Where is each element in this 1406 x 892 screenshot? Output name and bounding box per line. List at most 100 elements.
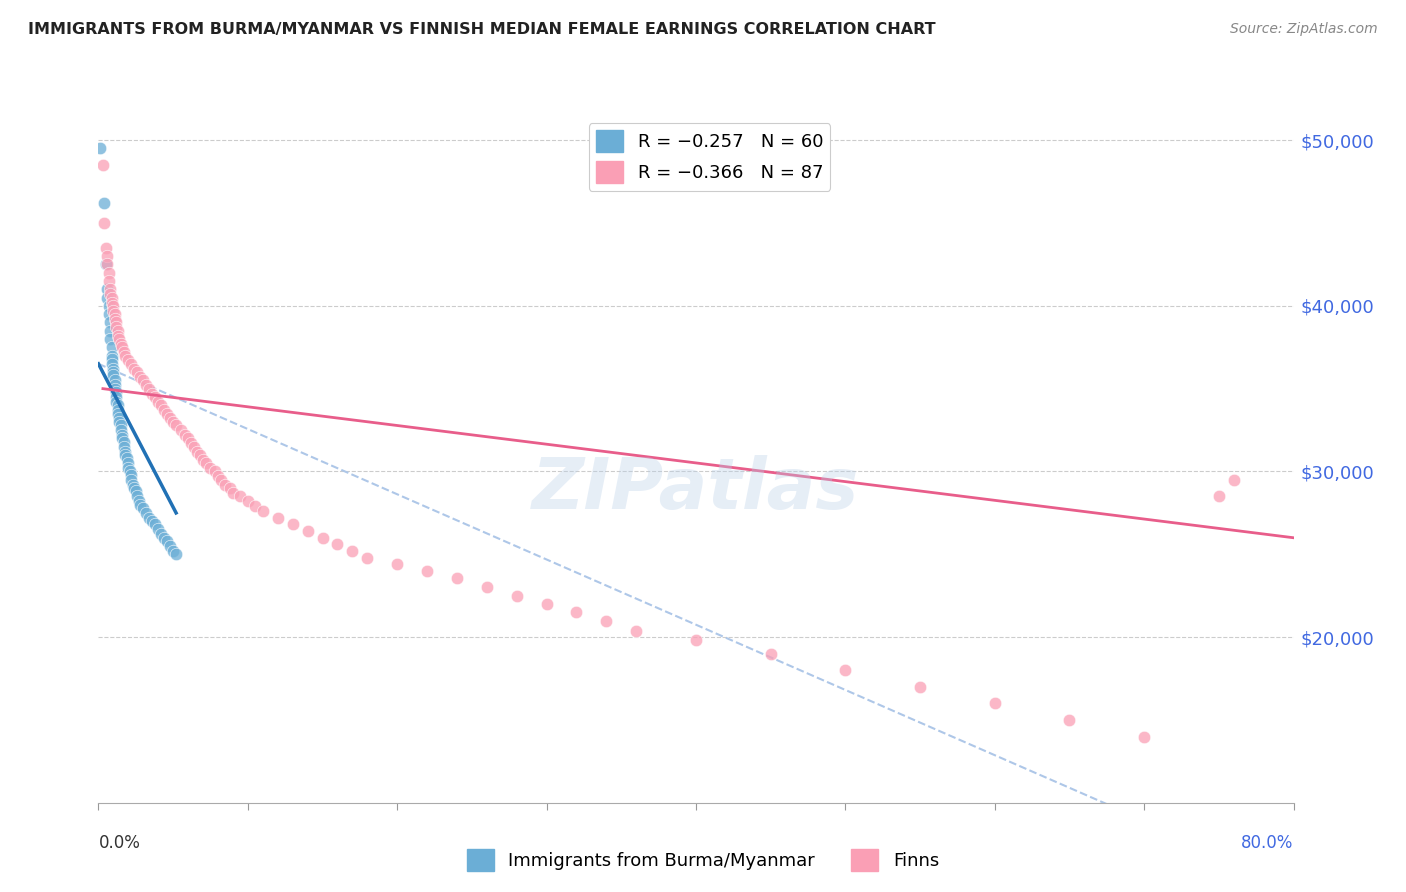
Text: 0.0%: 0.0% [98,834,141,852]
Point [132,373,155,387]
Point [159,539,181,553]
Point [759,647,782,661]
Point [141,514,163,528]
Legend: Immigrants from Burma/Myanmar, Finns: Immigrants from Burma/Myanmar, Finns [460,842,946,879]
Point [267,511,290,525]
Point [153,403,176,417]
Point [97,307,120,321]
Point [685,633,707,648]
Point [195,456,218,470]
Point [110,337,132,351]
Point [834,663,856,677]
Point [150,527,173,541]
Point [135,378,157,392]
Point [908,680,931,694]
Point [96,249,118,263]
Point [565,605,588,619]
Point [105,315,128,329]
Point [108,332,131,346]
Point [252,504,274,518]
Point [150,398,173,412]
Point [135,506,157,520]
Point [91,158,114,172]
Point [506,589,529,603]
Point [229,489,252,503]
Point [94,241,117,255]
Point [93,216,115,230]
Point [107,403,129,417]
Text: IMMIGRANTS FROM BURMA/MYANMAR VS FINNISH MEDIAN FEMALE EARNINGS CORRELATION CHAR: IMMIGRANTS FROM BURMA/MYANMAR VS FINNISH… [28,22,936,37]
Point [100,282,122,296]
Point [385,558,409,572]
Point [143,390,166,404]
Point [120,473,142,487]
Point [245,500,267,514]
Point [108,415,131,429]
Point [120,467,142,482]
Point [104,307,127,321]
Point [148,523,170,537]
Point [281,517,304,532]
Point [103,299,125,313]
Point [236,494,259,508]
Point [104,378,127,392]
Text: ZIPatlas: ZIPatlas [533,455,859,524]
Point [121,477,143,491]
Point [188,448,211,462]
Point [104,382,127,396]
Point [595,614,617,628]
Text: Source: ZipAtlas.com: Source: ZipAtlas.com [1230,22,1378,37]
Point [342,544,364,558]
Point [219,481,242,495]
Point [222,486,245,500]
Point [103,303,125,318]
Point [110,423,132,437]
Point [114,349,136,363]
Text: 80.0%: 80.0% [1241,834,1294,852]
Point [117,456,139,470]
Point [118,465,141,479]
Point [297,524,319,538]
Point [101,340,124,354]
Point [101,349,124,363]
Point [105,384,128,399]
Point [186,444,208,458]
Point [107,328,129,343]
Point [96,291,118,305]
Point [107,407,129,421]
Point [110,418,132,433]
Point [200,461,222,475]
Point [127,365,149,379]
Point [162,544,184,558]
Point [93,196,115,211]
Point [108,411,131,425]
Point [162,415,184,429]
Point [112,345,135,359]
Point [101,295,124,310]
Point [104,312,127,326]
Point [475,581,498,595]
Point [100,287,122,301]
Point [165,418,187,433]
Point [1133,730,1156,744]
Point [204,465,226,479]
Point [105,320,128,334]
Point [111,431,134,445]
Point [153,531,176,545]
Point [114,444,136,458]
Point [326,537,349,551]
Point [174,428,197,442]
Point [114,448,136,462]
Point [165,547,187,561]
Point [148,395,170,409]
Point [103,361,125,376]
Point [97,274,120,288]
Point [117,353,139,368]
Point [124,361,146,376]
Point [101,351,124,366]
Point [626,624,648,638]
Point [141,386,163,401]
Point [97,299,120,313]
Point [100,332,122,346]
Point [112,440,135,454]
